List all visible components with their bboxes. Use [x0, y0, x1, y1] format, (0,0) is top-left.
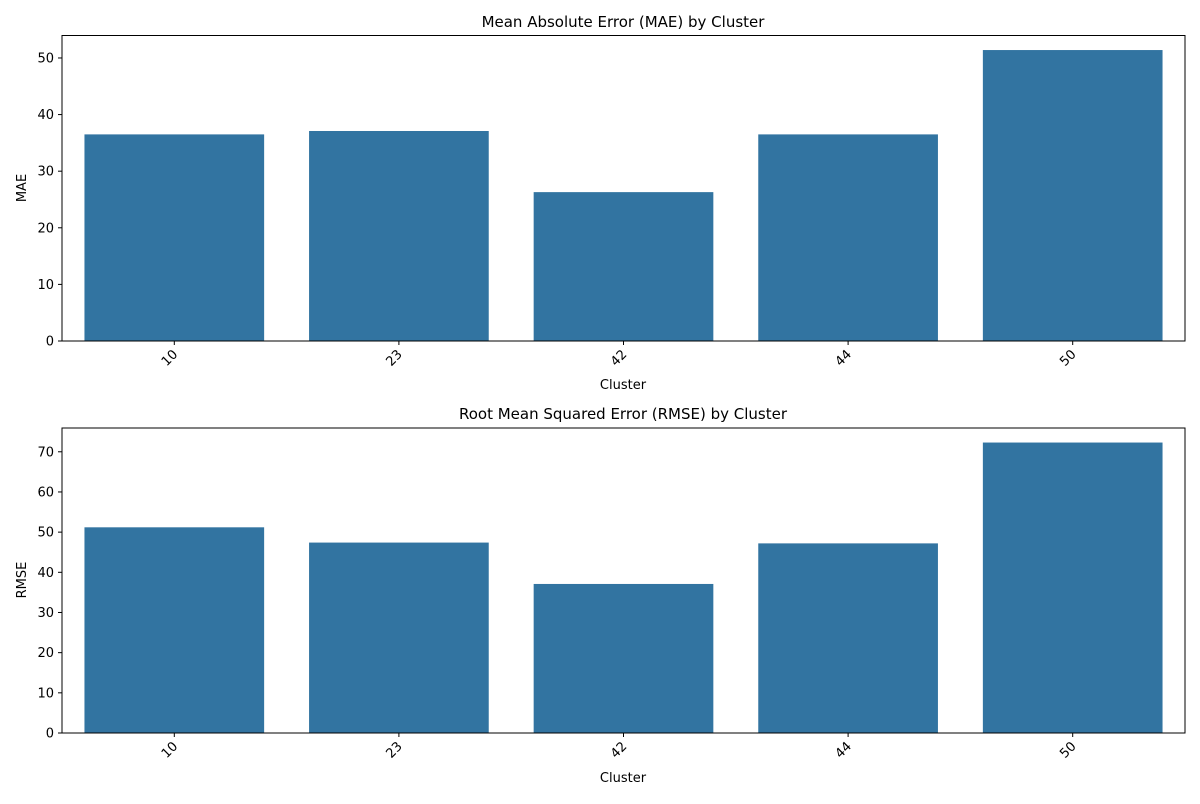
- bar-23: [309, 130, 489, 341]
- y-tick-label: 20: [37, 646, 54, 661]
- bar-23: [309, 542, 489, 733]
- bar-10: [84, 134, 265, 341]
- x-tick-label: 50: [1057, 347, 1079, 369]
- bar-44: [758, 543, 938, 733]
- bar-42: [533, 192, 714, 341]
- bar-44: [758, 134, 938, 341]
- y-axis-ticks: 0 10 20 30 40 50: [37, 51, 62, 350]
- bar-group: [84, 442, 1163, 733]
- x-axis-label: Cluster: [600, 378, 647, 393]
- y-tick-label: 30: [37, 165, 54, 180]
- y-tick-label: 40: [37, 108, 54, 123]
- x-tick-label: 44: [833, 347, 855, 369]
- y-tick-label: 20: [37, 221, 54, 236]
- y-tick-label: 70: [37, 445, 54, 460]
- bar-group: [84, 50, 1163, 342]
- mae-chart-panel: Mean Absolute Error (MAE) by Cluster Clu…: [15, 13, 1186, 393]
- y-tick-label: 40: [37, 566, 54, 581]
- y-tick-label: 50: [37, 51, 54, 66]
- y-axis-label: MAE: [15, 174, 30, 202]
- x-tick-label: 42: [608, 739, 630, 761]
- x-tick-label: 10: [159, 739, 181, 761]
- bar-50: [982, 50, 1163, 342]
- y-tick-label: 10: [37, 686, 54, 701]
- plot-frame: [61, 35, 1186, 342]
- x-axis-ticks: 10 23 42 44 50: [159, 733, 1080, 762]
- x-axis-label: Cluster: [600, 771, 647, 786]
- y-tick-label: 0: [46, 727, 54, 742]
- chart-title: Root Mean Squared Error (RMSE) by Cluste…: [459, 405, 788, 423]
- bar-42: [533, 583, 714, 733]
- rmse-chart-panel: Root Mean Squared Error (RMSE) by Cluste…: [15, 405, 1186, 786]
- y-tick-label: 60: [37, 485, 54, 500]
- x-tick-label: 50: [1057, 739, 1079, 761]
- x-tick-label: 42: [608, 347, 630, 369]
- bar-10: [84, 527, 265, 733]
- x-tick-label: 23: [383, 739, 405, 761]
- bar-50: [982, 442, 1163, 733]
- x-tick-label: 44: [833, 739, 855, 761]
- x-axis-ticks: 10 23 42 44 50: [159, 341, 1080, 370]
- x-tick-label: 10: [159, 347, 181, 369]
- y-tick-label: 10: [37, 278, 54, 293]
- x-tick-label: 23: [383, 347, 405, 369]
- plot-frame: [61, 427, 1186, 734]
- chart-title: Mean Absolute Error (MAE) by Cluster: [482, 13, 766, 31]
- y-tick-label: 30: [37, 606, 54, 621]
- y-axis-label: RMSE: [15, 562, 30, 599]
- y-tick-label: 50: [37, 526, 54, 541]
- y-tick-label: 0: [46, 335, 54, 350]
- y-axis-ticks: 0 10 20 30 40 50 60 70: [37, 445, 62, 742]
